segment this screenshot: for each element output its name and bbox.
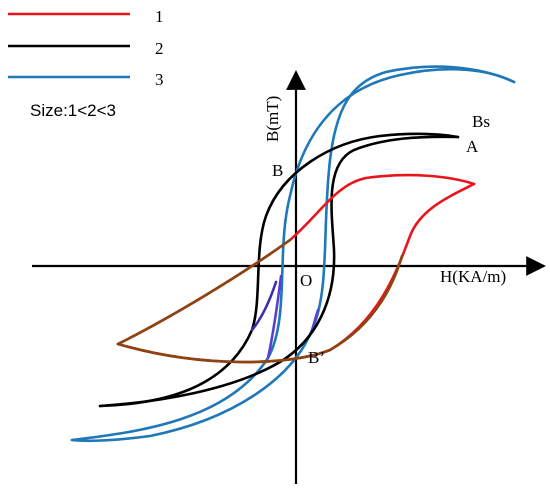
loop-1-overlap-bottom: [116, 254, 404, 364]
loop-2-lower-branch: [98, 135, 460, 408]
point-a-label: A: [466, 137, 479, 156]
loop-3-upper-branch: [70, 67, 516, 442]
legend-label-1: 1: [155, 7, 164, 26]
point-bs-label: Bs: [472, 112, 490, 131]
hysteresis-loop-3: [70, 65, 516, 443]
legend-label-2: 2: [155, 39, 164, 58]
x-axis-label: H(KA/m): [440, 267, 506, 286]
loop-3-lower-branch: [70, 65, 516, 443]
loop-3-overlap-segment-right: [310, 308, 320, 332]
loop-1-overlap-left: [116, 238, 292, 346]
origin-label: O: [300, 271, 312, 290]
size-note: Size:1<2<3: [30, 101, 116, 120]
hysteresis-loop-2: [98, 132, 460, 408]
hysteresis-loop-1: [116, 173, 476, 364]
loop-2-overlap-segment: [250, 280, 278, 332]
y-axis-label: B(mT): [263, 96, 282, 142]
point-b-label: B: [272, 161, 283, 180]
point-b-prime-label: B’: [308, 348, 325, 367]
legend: 1 2 3 Size:1<2<3: [8, 7, 164, 120]
legend-label-3: 3: [155, 70, 164, 89]
loop-2-upper-branch: [98, 132, 460, 408]
loop-3-overlap-segment: [266, 274, 283, 360]
